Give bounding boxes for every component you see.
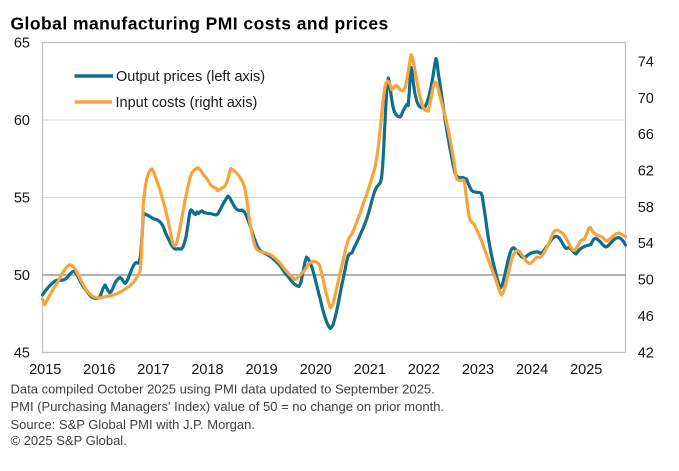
svg-text:2022: 2022: [408, 362, 440, 378]
svg-text:Global manufacturing PMI costs: Global manufacturing PMI costs and price…: [11, 14, 389, 34]
svg-text:66: 66: [638, 127, 654, 143]
svg-text:2017: 2017: [137, 362, 169, 378]
svg-text:70: 70: [638, 91, 654, 107]
svg-text:2016: 2016: [83, 362, 115, 378]
svg-text:45: 45: [14, 345, 30, 361]
svg-text:2024: 2024: [516, 362, 548, 378]
svg-text:2020: 2020: [300, 362, 332, 378]
svg-text:58: 58: [638, 200, 654, 216]
svg-text:PMI (Purchasing Managers' Inde: PMI (Purchasing Managers' Index) value o…: [11, 399, 445, 414]
svg-text:74: 74: [638, 55, 654, 71]
svg-text:50: 50: [14, 268, 30, 284]
svg-text:Data compiled October 2025 usi: Data compiled October 2025 using PMI dat…: [11, 382, 435, 397]
svg-text:2019: 2019: [245, 362, 277, 378]
svg-text:Output prices (left axis): Output prices (left axis): [116, 69, 265, 85]
svg-text:50: 50: [638, 273, 654, 289]
svg-text:46: 46: [638, 309, 654, 325]
svg-text:62: 62: [638, 164, 654, 180]
svg-text:2023: 2023: [462, 362, 494, 378]
svg-text:55: 55: [14, 190, 30, 206]
svg-text:2015: 2015: [29, 362, 61, 378]
svg-text:© 2025 S&P Global.: © 2025 S&P Global.: [11, 433, 127, 448]
svg-text:2025: 2025: [570, 362, 602, 378]
svg-text:Input costs (right axis): Input costs (right axis): [116, 95, 258, 111]
svg-text:Source: S&P Global PMI with J.: Source: S&P Global PMI with J.P. Morgan.: [11, 417, 255, 432]
svg-text:54: 54: [638, 236, 654, 252]
svg-text:2021: 2021: [354, 362, 386, 378]
svg-text:2018: 2018: [191, 362, 223, 378]
svg-text:65: 65: [14, 35, 30, 51]
svg-text:42: 42: [638, 345, 654, 361]
svg-text:60: 60: [14, 113, 30, 129]
